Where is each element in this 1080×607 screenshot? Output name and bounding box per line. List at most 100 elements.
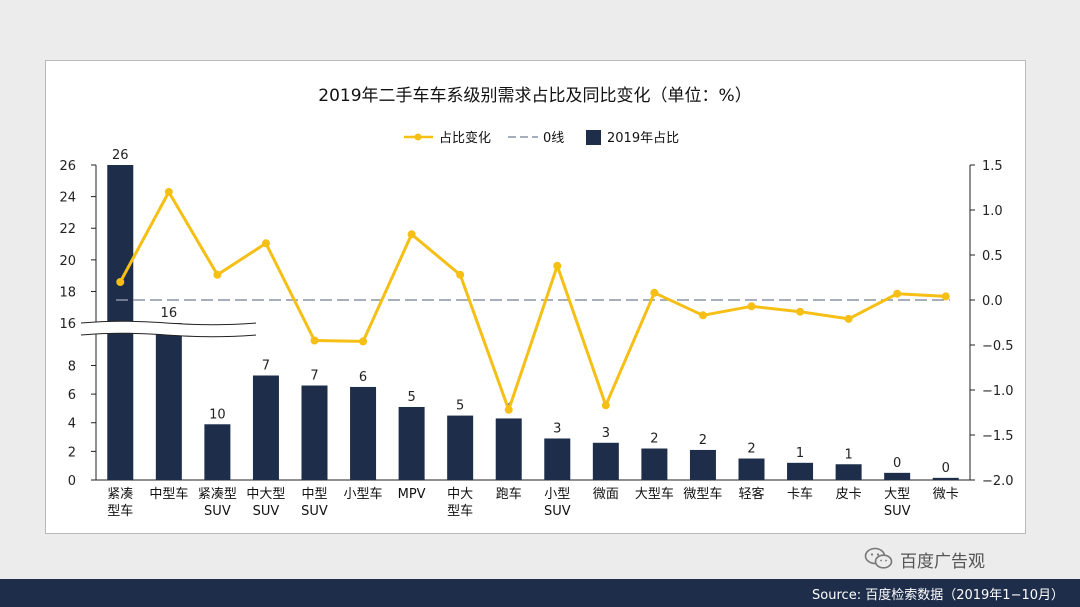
category-label: SUV (204, 504, 231, 519)
bar (447, 415, 474, 480)
legend-label-change: 占比变化 (439, 130, 491, 146)
right-tick-label: 0.5 (982, 249, 1003, 264)
category-label: MPV (398, 487, 426, 502)
bar (544, 438, 571, 480)
change-point (698, 311, 707, 320)
left-tick-label: 16 (59, 317, 76, 332)
bar (252, 375, 279, 480)
category-label: 轻客 (738, 486, 764, 502)
legend-label-share: 2019年占比 (607, 131, 679, 146)
bar-value-label: 3 (553, 421, 561, 436)
change-point (359, 337, 368, 346)
bar (398, 406, 425, 480)
legend-bar-swatch (586, 130, 601, 145)
bar-value-label: 3 (602, 426, 610, 441)
bar-value-label: 2 (747, 442, 755, 457)
legend-line-marker (414, 133, 422, 141)
left-tick-label: 20 (59, 254, 76, 269)
bar-value-label: 7 (310, 369, 318, 384)
category-label: 紧凑型 (198, 487, 237, 502)
category-label: 大型车 (635, 486, 674, 502)
category-label: 微型车 (683, 486, 722, 502)
change-point (844, 314, 853, 323)
bar (204, 424, 231, 480)
bar (835, 464, 862, 480)
bar (301, 385, 328, 480)
chart-card: 2019年二手车车系级别需求占比及同比变化（单位：%） 占比变化 0线 2019年占比… (45, 60, 1026, 534)
right-tick-label: −1.5 (982, 429, 1014, 444)
bar (787, 462, 814, 480)
category-label: 大型 (884, 487, 910, 502)
bar-value-label: 6 (359, 370, 367, 385)
left-tick-label: 4 (68, 417, 76, 432)
category-label: SUV (301, 504, 328, 519)
bar (155, 323, 182, 480)
category-label: 皮卡 (836, 487, 862, 502)
change-point (504, 405, 513, 414)
source-text: Source: 百度检索数据（2019年1−10月） (812, 588, 1064, 603)
left-tick-label: 2 (68, 445, 76, 460)
right-tick-label: −2.0 (982, 474, 1014, 489)
category-label: SUV (544, 504, 571, 519)
bar (689, 449, 716, 480)
chart-title: 2019年二手车车系级别需求占比及同比变化（单位：%） (318, 86, 751, 106)
change-point (941, 292, 950, 301)
change-point (747, 302, 756, 311)
bar-value-label: 26 (112, 148, 129, 163)
category-label: 跑车 (496, 486, 522, 502)
bar-value-label: 5 (456, 399, 464, 414)
category-label: 微卡 (933, 487, 959, 502)
right-tick-label: −0.5 (982, 339, 1014, 354)
left-tick-label: 18 (59, 285, 76, 300)
change-point (310, 336, 319, 345)
category-label: 型车 (107, 503, 133, 519)
category-label: 微面 (593, 487, 619, 502)
left-tick-label: 0 (68, 474, 76, 489)
category-label: 中大 (447, 487, 473, 502)
axis-break-line-top (80, 320, 257, 326)
bar (641, 448, 668, 480)
bar (592, 442, 619, 480)
category-label: 型车 (447, 503, 473, 519)
category-label: 小型车 (344, 486, 383, 502)
left-tick-label: 22 (59, 222, 76, 237)
bar (350, 386, 377, 480)
bar-value-label: 2 (699, 433, 707, 448)
category-label: 中型 (301, 487, 327, 502)
change-point (553, 261, 562, 270)
category-label: 中型车 (149, 486, 188, 502)
chart: 2019年二手车车系级别需求占比及同比变化（单位：%） 占比变化 0线 2019年占比… (59, 86, 1014, 519)
left-tick-label: 8 (68, 359, 76, 374)
category-label: 中大型 (246, 487, 285, 502)
change-point (164, 188, 173, 196)
bar-value-label: 1 (844, 447, 852, 462)
bar-value-label: 0 (893, 456, 901, 471)
bar (932, 477, 959, 480)
left-tick-label: 24 (59, 191, 76, 206)
watermark: 百度广告观 (864, 546, 985, 572)
right-tick-label: −1.0 (982, 384, 1014, 399)
change-point (650, 288, 659, 297)
change-point (261, 239, 270, 248)
change-point (601, 401, 610, 410)
change-point (796, 307, 805, 316)
category-label: 紧凑 (107, 487, 133, 502)
bar (495, 418, 522, 480)
change-point (893, 289, 902, 298)
change-point (116, 278, 125, 286)
wechat-icon (864, 547, 893, 569)
left-tick-label: 6 (68, 388, 76, 403)
change-point (456, 270, 465, 279)
bar-value-label: 2 (650, 432, 658, 447)
bar-value-label: 7 (262, 358, 270, 373)
watermark-text: 百度广告观 (900, 551, 985, 572)
bar-value-label: 16 (161, 306, 178, 321)
change-line (118, 190, 946, 412)
bar (738, 458, 765, 480)
axis-break-line-bottom (80, 332, 257, 338)
bar (884, 472, 911, 480)
bar-value-label: 0 (942, 461, 950, 476)
change-point (213, 270, 222, 279)
category-label: 小型 (544, 487, 570, 502)
bar-value-label: 1 (796, 446, 804, 461)
